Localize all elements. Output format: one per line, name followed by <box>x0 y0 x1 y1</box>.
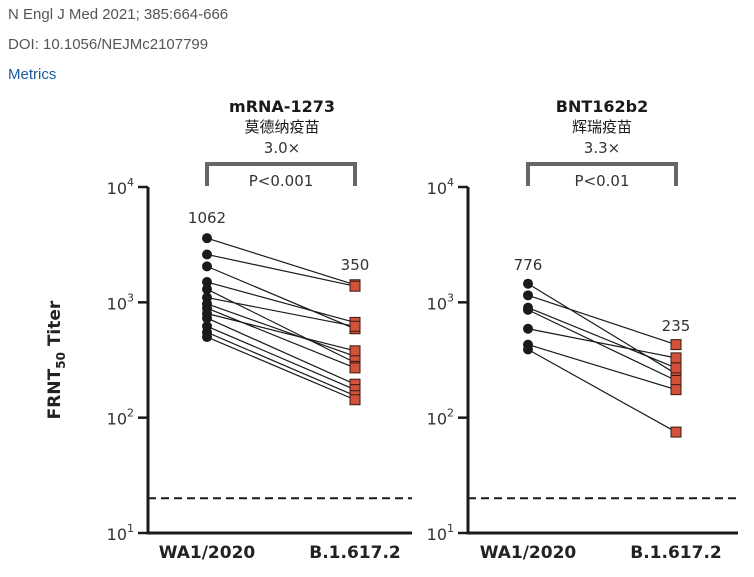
x-tick-variant: B.1.617.2 <box>630 543 721 563</box>
significance-bracket <box>205 162 357 186</box>
data-points <box>523 278 682 438</box>
wa1-point <box>202 233 212 244</box>
y-tick-label: 101 <box>107 522 134 544</box>
significance-bracket <box>526 162 678 186</box>
wa1-point <box>202 332 212 343</box>
panel-mrna-1273: mRNA-1273 莫德纳疫苗 3.0× P<0.001 10410310210… <box>107 97 412 563</box>
pair-line <box>527 328 677 359</box>
pair-line <box>206 265 356 330</box>
pair-line <box>206 312 356 352</box>
pair-line <box>527 283 677 375</box>
pair-line <box>206 325 356 391</box>
x-tick-wa1: WA1/2020 <box>159 543 256 563</box>
pair-line <box>206 317 356 385</box>
y-axis-label: FRNT50 Titer <box>45 300 68 419</box>
pair-line <box>206 336 356 401</box>
y-tick-label: 102 <box>427 407 454 429</box>
p-value-label: P<0.01 <box>574 172 629 190</box>
variant-point <box>670 362 682 374</box>
pair-line <box>527 309 677 382</box>
pair-lines <box>527 283 677 433</box>
data-points <box>202 233 361 406</box>
pair-line <box>206 288 356 364</box>
y-tick-label: 104 <box>107 176 134 198</box>
pair-line <box>206 303 356 357</box>
pair-line <box>527 348 677 433</box>
variant-point <box>670 384 682 396</box>
wa1-point <box>202 249 212 260</box>
geometric-mean-wa1: 1062 <box>188 209 226 227</box>
geometric-mean-variant: 350 <box>341 256 370 274</box>
pair-line <box>206 296 356 327</box>
wa1-point <box>523 304 533 315</box>
panel-subtitle: 莫德纳疫苗 <box>244 118 319 136</box>
wa1-point <box>202 277 212 288</box>
x-tick-wa1: WA1/2020 <box>480 543 577 563</box>
pair-line <box>206 281 356 323</box>
wa1-point <box>523 344 533 355</box>
wa1-point <box>523 290 533 301</box>
pair-line <box>206 307 356 369</box>
panel-title: BNT162b2 <box>556 97 648 116</box>
metrics-link[interactable]: Metrics <box>8 66 57 83</box>
variant-point <box>349 320 361 332</box>
variant-point <box>670 352 682 364</box>
variant-point <box>670 339 682 351</box>
pair-line <box>527 344 677 391</box>
citation-doi[interactable]: DOI: 10.1056/NEJMc2107799 <box>8 36 209 53</box>
variant-point <box>349 394 361 406</box>
wa1-point <box>523 323 533 334</box>
wa1-point <box>202 313 212 324</box>
pair-line <box>527 307 677 369</box>
pair-line <box>206 253 356 287</box>
variant-point <box>349 362 361 374</box>
wa1-point <box>523 278 533 289</box>
wa1-point <box>202 261 212 272</box>
panel-subtitle: 辉瑞疫苗 <box>572 118 632 136</box>
variant-point <box>670 426 682 438</box>
panel-title: mRNA-1273 <box>229 97 335 116</box>
x-tick-variant: B.1.617.2 <box>309 543 400 563</box>
p-value-label: P<0.001 <box>249 172 314 190</box>
pair-line <box>206 237 356 286</box>
panel-bnt162b2: BNT162b2 辉瑞疫苗 3.3× P<0.01 104 103 102 101 7… <box>427 97 738 563</box>
geometric-mean-variant: 235 <box>662 317 691 335</box>
y-axis: 104 103 102 101 <box>107 176 412 544</box>
y-tick-label: 103 <box>107 291 134 313</box>
pair-line <box>206 331 356 397</box>
pair-lines <box>206 237 356 401</box>
geometric-mean-wa1: 776 <box>514 256 543 274</box>
wa1-point <box>202 284 212 295</box>
y-tick-label: 103 <box>427 291 454 313</box>
fold-change-label: 3.3× <box>584 139 620 157</box>
variant-point <box>349 345 361 357</box>
y-tick-label: 101 <box>427 522 454 544</box>
y-tick-label: 104 <box>427 176 454 198</box>
fold-change-label: 3.0× <box>264 139 300 157</box>
citation-journal: N Engl J Med 2021; 385:664-666 <box>8 6 229 23</box>
y-tick-label: 102 <box>107 407 134 429</box>
variant-point <box>349 280 361 292</box>
y-axis: 104 103 102 101 <box>427 176 738 544</box>
variant-point <box>670 375 682 387</box>
pair-line <box>527 294 677 346</box>
